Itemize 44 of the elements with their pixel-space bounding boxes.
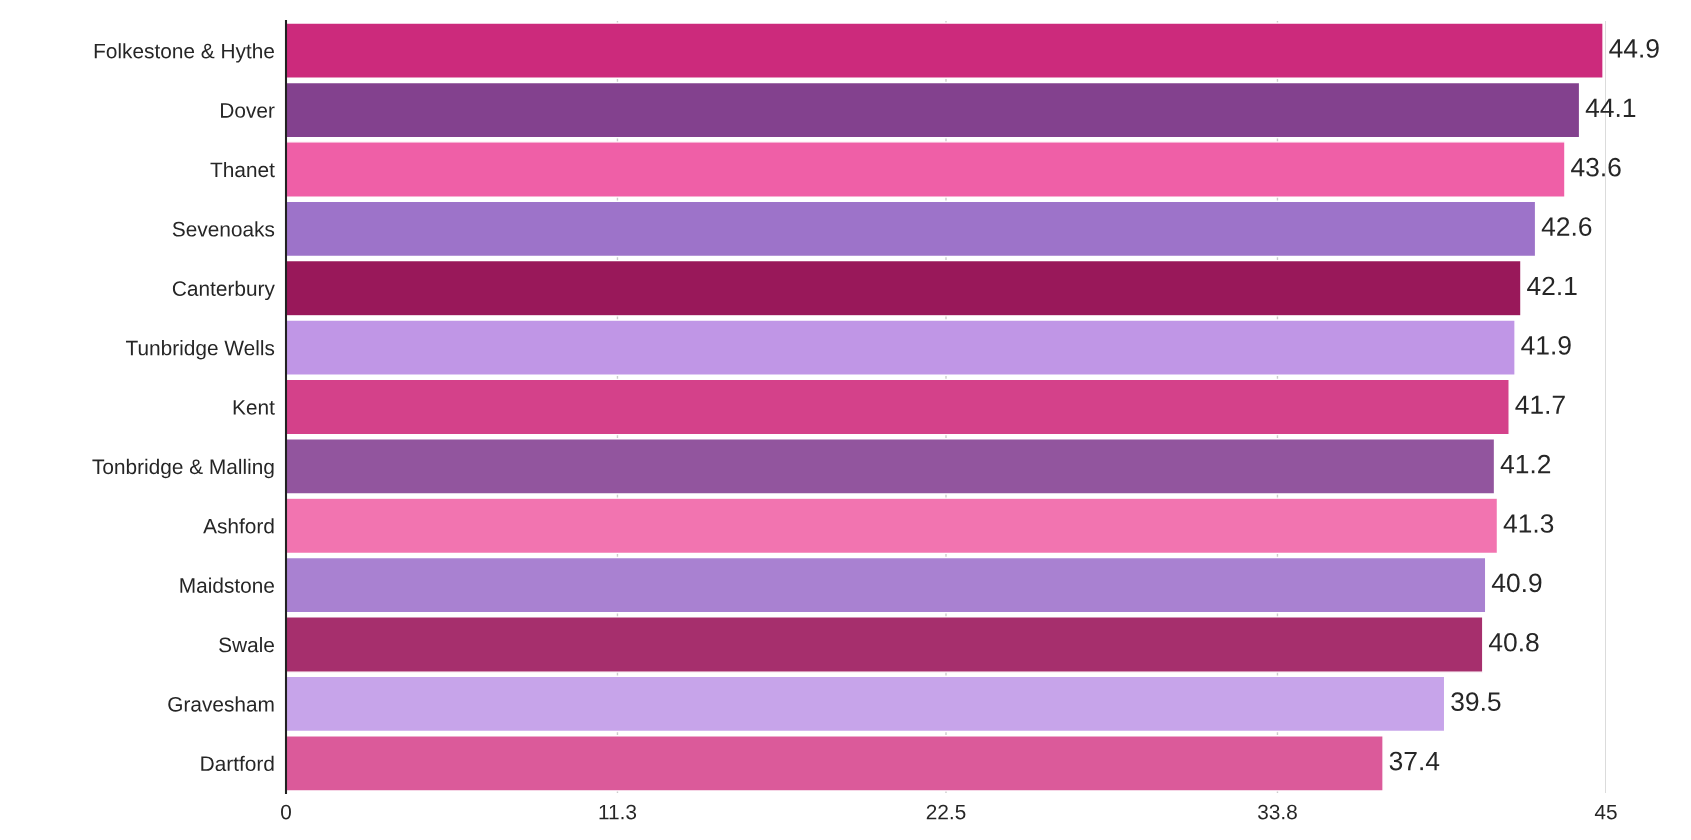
y-tick-label: Thanet <box>210 161 275 178</box>
bar <box>286 497 1499 555</box>
data-label: 42.6 <box>1541 217 1592 236</box>
x-tick-label: 33.8 <box>1257 804 1297 820</box>
bar <box>286 675 1446 733</box>
data-label: 44.1 <box>1585 98 1636 117</box>
bar <box>286 81 1581 139</box>
data-label: 41.7 <box>1515 395 1565 414</box>
y-tick-label: Gravesham <box>168 696 274 712</box>
bar <box>286 556 1487 614</box>
y-tick-label: Folkestone & Hythe <box>94 43 274 63</box>
y-tick-label: Maidstone <box>180 577 274 593</box>
data-label: 41.9 <box>1521 336 1571 355</box>
x-tick-label: 11.3 <box>599 804 637 820</box>
y-tick-label: Dover <box>221 103 275 118</box>
bar <box>286 378 1510 436</box>
bar <box>286 22 1604 80</box>
y-tick-label: Tonbridge & Malling <box>92 458 274 479</box>
bar <box>286 616 1484 673</box>
y-tick-label: Ashford <box>203 518 274 534</box>
data-label: 41.2 <box>1500 454 1551 474</box>
x-tick-label: 45 <box>1594 804 1617 820</box>
data-label: 40.8 <box>1488 632 1539 652</box>
data-label: 43.6 <box>1571 157 1621 177</box>
bar <box>286 319 1516 376</box>
y-tick-label: Dartford <box>201 755 274 772</box>
data-label: 41.3 <box>1503 514 1554 533</box>
data-label: 39.5 <box>1451 692 1501 712</box>
y-tick-label: Sevenoaks <box>172 221 275 237</box>
bar <box>286 438 1496 495</box>
data-label: 42.1 <box>1527 276 1577 296</box>
y-tick-label: Swale <box>219 636 274 653</box>
bar <box>286 259 1522 317</box>
y-tick-label: Canterbury <box>172 280 275 301</box>
data-label: 44.9 <box>1609 39 1659 58</box>
bar <box>286 734 1384 792</box>
bar <box>286 141 1566 198</box>
data-label: 37.4 <box>1389 751 1440 771</box>
y-tick-label: Kent <box>233 400 275 415</box>
bar <box>286 200 1537 258</box>
y-tick-label: Tunbridge Wells <box>125 340 275 360</box>
data-label: 40.9 <box>1491 573 1542 593</box>
x-tick-label: 22.5 <box>926 804 966 820</box>
x-tick-label: 0 <box>281 804 291 820</box>
